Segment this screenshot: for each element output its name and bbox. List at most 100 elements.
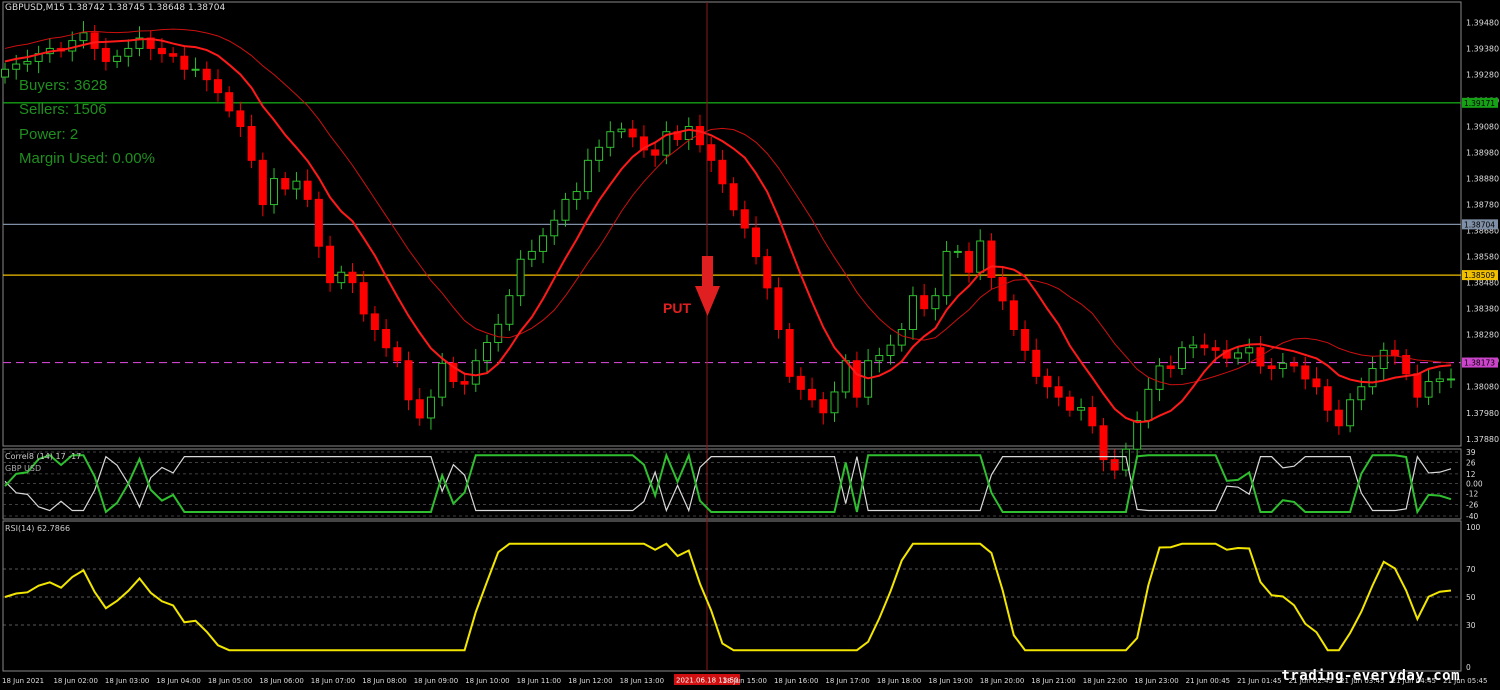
candle-body: [1290, 362, 1299, 367]
candle-body: [1110, 459, 1119, 471]
candle-body: [326, 245, 335, 284]
time-tick-label: 21 Jun 03:45: [1340, 677, 1384, 685]
candle-body: [1390, 349, 1399, 357]
candle-body: [1368, 368, 1377, 388]
candle-body: [1009, 300, 1018, 330]
candle-body: [337, 271, 346, 284]
candle-body: [1177, 347, 1186, 370]
candle-body: [415, 399, 424, 419]
candle-body: [841, 360, 850, 393]
candle-body: [23, 60, 32, 65]
candle-body: [1447, 378, 1455, 381]
price-tick-label: 1.37880: [1466, 435, 1499, 444]
price-level-tag: [1462, 97, 1498, 108]
time-tick-label: 18 Jun 05:00: [208, 677, 252, 685]
price-tick-label: 1.39080: [1466, 123, 1499, 132]
rsi-tick-label: 30: [1466, 621, 1476, 630]
candle-body: [662, 131, 671, 156]
candle-body: [740, 209, 749, 229]
candle-body: [774, 287, 783, 330]
candle-body: [561, 198, 570, 221]
candle-body: [998, 276, 1007, 302]
correl-gbp-line: [4, 452, 1452, 515]
candle-body: [393, 347, 402, 362]
candle-body: [202, 68, 211, 81]
candle-body: [1043, 375, 1052, 388]
correl-subtitle: GBP USD: [5, 464, 42, 473]
power-readout: Power: 2: [19, 126, 79, 143]
put-arrow-shaft: [702, 256, 713, 288]
candle-body: [1189, 344, 1198, 349]
candle-body: [449, 362, 458, 383]
candle-body: [426, 396, 435, 419]
rsi-tick-label: 0: [1466, 663, 1471, 672]
rsi-panel-frame: [2, 520, 1462, 672]
time-tick-label: 18 Jun 15:00: [723, 677, 767, 685]
candle-body: [931, 295, 940, 310]
symbol-header: GBPUSD,M15 1.38742 1.38745 1.38648 1.387…: [5, 3, 226, 13]
candle-body: [483, 342, 491, 362]
rsi-tick-label: 70: [1466, 565, 1476, 574]
candle-body: [651, 149, 660, 156]
candle-body: [1402, 355, 1411, 375]
time-tick-label: 18 Jun 22:00: [1083, 677, 1127, 685]
candle-body: [1234, 352, 1243, 359]
candle-body: [1301, 365, 1310, 380]
candle-body: [90, 32, 99, 49]
time-tick-label: 21 Jun 05:45: [1443, 677, 1487, 685]
price-tick-label: 1.38580: [1466, 253, 1499, 262]
candle-body: [852, 360, 861, 398]
time-tick-label: 18 Jun 08:00: [362, 677, 406, 685]
time-tick-label: 18 Jun 19:00: [928, 677, 972, 685]
candle-body: [920, 295, 929, 310]
time-tick-label: 18 Jun 18:00: [877, 677, 921, 685]
candle-body: [1312, 378, 1321, 388]
rsi-line: [4, 542, 1452, 652]
price-tick-label: 1.39480: [1466, 18, 1499, 27]
time-tick-label: 18 Jun 11:00: [517, 677, 561, 685]
ma-fast-line: [4, 37, 1452, 424]
margin-readout: Margin Used: 0.00%: [19, 150, 155, 167]
rsi-tick-label: 100: [1466, 523, 1481, 532]
candle-body: [314, 198, 323, 247]
candle-body: [1099, 425, 1108, 461]
candle-body: [572, 191, 581, 200]
candle-body: [763, 256, 772, 289]
candle-body: [247, 126, 256, 161]
candle-body: [628, 128, 637, 138]
rsi-title: RSI(14) 62.7866: [5, 524, 71, 533]
price-tick-label: 1.38680: [1466, 227, 1499, 236]
price-tick-label: 1.38880: [1466, 175, 1499, 184]
candle-body: [639, 136, 648, 151]
candle-body: [908, 295, 917, 330]
time-tick-label: 18 Jun 23:00: [1134, 677, 1178, 685]
candle-body: [808, 388, 817, 401]
candle-body: [1334, 409, 1343, 427]
candle-body: [157, 47, 166, 55]
candle-body: [1200, 344, 1209, 349]
price-tick-label: 1.37980: [1466, 409, 1499, 418]
price-level-label: 1.38704: [1464, 220, 1495, 229]
candle-body: [527, 250, 536, 260]
candle-body: [796, 375, 805, 390]
candle-body: [1065, 396, 1074, 411]
candle-body: [583, 159, 592, 193]
time-tick-label: 21 Jun 01:45: [1237, 677, 1281, 685]
candle-body: [213, 79, 222, 94]
price-level-label: 1.38173: [1464, 359, 1495, 368]
price-tick-label: 1.38280: [1466, 331, 1499, 340]
candle-body: [236, 110, 245, 128]
candle-body: [684, 126, 693, 141]
time-tick-label: 18 Jun 20:00: [980, 677, 1024, 685]
correl-panel-frame: [2, 448, 1462, 520]
candle-body: [79, 32, 88, 42]
candle-body: [1435, 378, 1444, 383]
correl-title: Correl8 (14) 17 -17: [5, 452, 82, 461]
price-tick-label: 1.39280: [1466, 70, 1499, 79]
candle-body: [1155, 365, 1164, 390]
candle-body: [539, 235, 548, 252]
buyers-readout: Buyers: 3628: [19, 77, 108, 94]
candle-body: [729, 183, 738, 211]
price-level-label: 1.38509: [1464, 271, 1495, 280]
